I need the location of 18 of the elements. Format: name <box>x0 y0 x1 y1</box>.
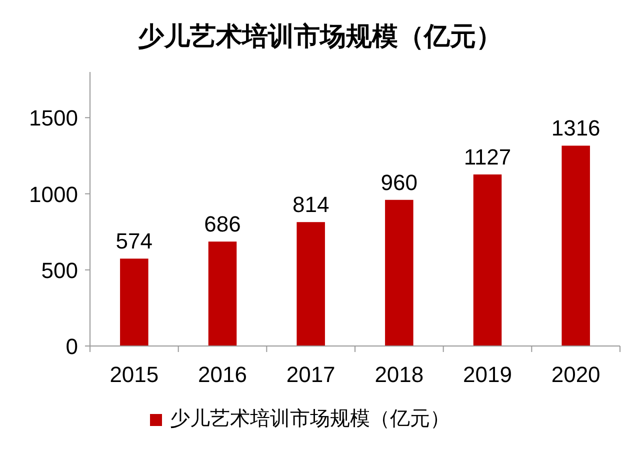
y-tick-label: 500 <box>41 258 78 283</box>
legend-label: 少儿艺术培训市场规模（亿元） <box>170 408 450 430</box>
data-label: 686 <box>204 212 241 237</box>
x-tick-label: 2015 <box>110 362 159 387</box>
data-label: 1316 <box>551 116 600 141</box>
data-label: 574 <box>116 228 153 254</box>
x-tick-label: 2016 <box>198 362 247 387</box>
title: 少儿艺术培训市场规模（亿元） <box>138 21 502 51</box>
y-tick-label: 1500 <box>29 106 78 131</box>
data-label: 960 <box>380 170 418 195</box>
y-tick-label: 1000 <box>29 182 78 207</box>
x-tick-label: 2019 <box>463 362 512 387</box>
x-tick-label: 2018 <box>374 362 424 387</box>
data-label: 1127 <box>464 144 512 170</box>
x-tick-label: 2020 <box>551 362 600 387</box>
y-tick-label: 0 <box>66 334 78 359</box>
data-label: 814 <box>292 192 330 218</box>
x-tick-label: 2017 <box>286 362 336 387</box>
